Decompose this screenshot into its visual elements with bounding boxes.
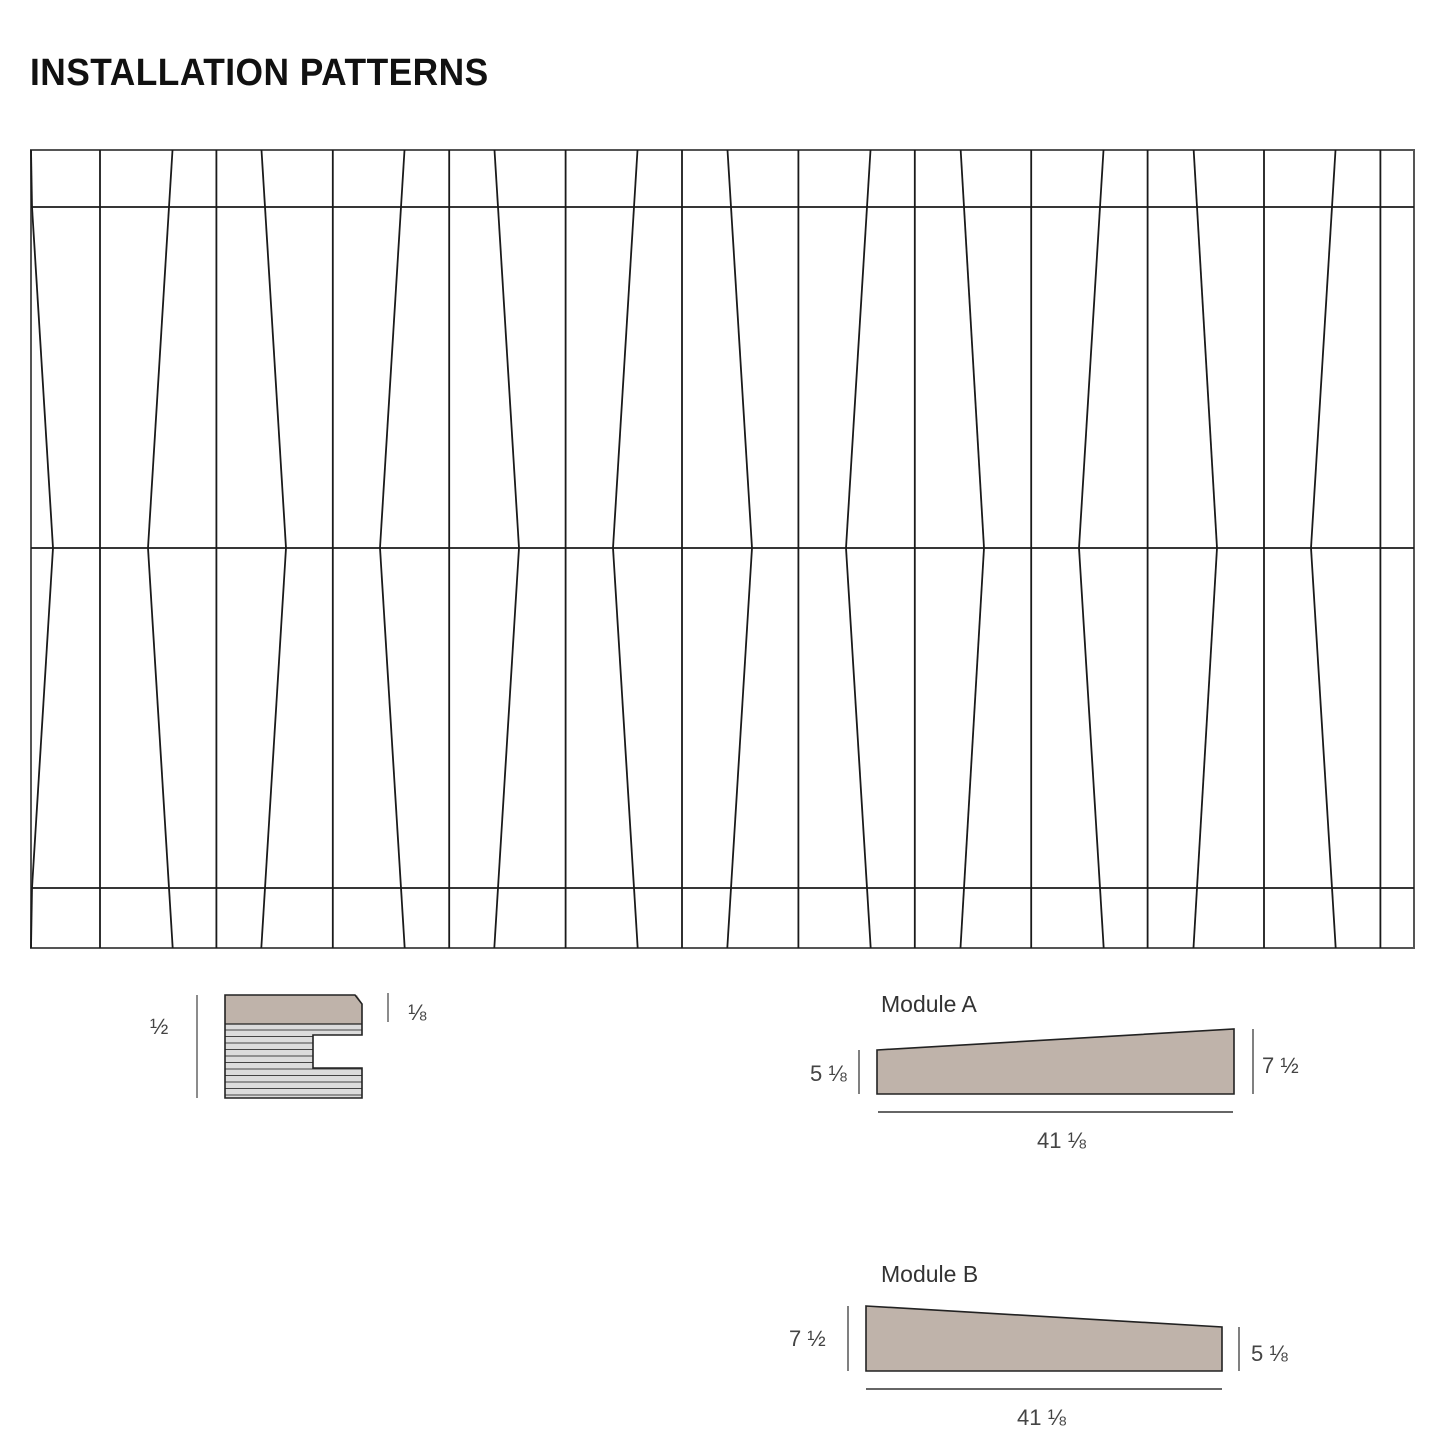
tapered-joint-line [730, 206, 753, 549]
installation-pattern [30, 149, 1415, 949]
module-b-left-height: 7 ½ [789, 1326, 826, 1351]
module-a-length: 41 ⅛ [1037, 1128, 1087, 1153]
tapered-joint-line [31, 547, 54, 889]
pattern-frame [30, 149, 1415, 949]
tapered-joint-line [379, 206, 402, 549]
profile-stripes [225, 1029, 362, 1096]
chamfer-label: ⅛ [408, 1000, 427, 1025]
tapered-joint-line [845, 547, 868, 889]
tapered-joint-line [726, 887, 732, 949]
module-b-length: 41 ⅛ [1017, 1405, 1067, 1430]
tapered-joint-line [168, 887, 174, 949]
tapered-joint-line [400, 149, 406, 208]
tapered-joint-line [1192, 887, 1198, 949]
tapered-joint-line [1331, 887, 1337, 949]
tapered-joint-line [493, 887, 499, 949]
tapered-joint-line [612, 547, 635, 889]
tapered-joint-line [1310, 206, 1333, 549]
profile-veneer [225, 995, 362, 1024]
tapered-joint-line [726, 149, 732, 208]
tapered-joint-line [30, 149, 33, 208]
page-title: INSTALLATION PATTERNS [30, 52, 489, 94]
tapered-joint-line [147, 547, 170, 889]
module-a-title: Module A [881, 991, 978, 1017]
module-b-title: Module B [881, 1261, 978, 1287]
tapered-joint-line [264, 547, 287, 889]
tapered-joint-line [866, 887, 872, 949]
module-b-right-height: 5 ⅛ [1251, 1341, 1288, 1366]
tapered-joint-line [963, 547, 985, 889]
tapered-joint-line [31, 206, 54, 549]
tapered-joint-line [1331, 149, 1337, 208]
tapered-joint-line [866, 149, 872, 208]
tapered-joint-line [730, 547, 753, 889]
tapered-joint-line [959, 887, 965, 949]
tapered-joint-line [1078, 547, 1101, 889]
profile-outline [224, 994, 363, 1099]
tapered-joint-line [379, 547, 402, 889]
tapered-joint-line [497, 547, 520, 889]
tapered-joint-line [1078, 206, 1101, 549]
tapered-joint-line [260, 149, 266, 208]
tapered-joint-line [147, 206, 170, 549]
module-b: Module B 7 ½ 5 ⅛ 41 ⅛ [789, 1261, 1288, 1430]
tapered-joint-line [845, 206, 868, 549]
tapered-joint-line [963, 206, 985, 549]
tapered-joint-line [168, 149, 174, 208]
tapered-joint-line [633, 887, 639, 949]
tapered-joint-line [1196, 206, 1218, 549]
profile-section: ½ ⅛ [150, 993, 427, 1099]
tapered-joint-line [612, 206, 635, 549]
tapered-joint-line [400, 887, 406, 949]
tapered-joint-line [1099, 887, 1105, 949]
tapered-joint-line [633, 149, 639, 208]
tapered-joint-line [1192, 149, 1198, 208]
tapered-joint-line [1310, 547, 1333, 889]
tapered-joint-line [1099, 149, 1105, 208]
tapered-joint-line [260, 887, 266, 949]
module-a-shape [876, 1028, 1235, 1095]
tapered-joint-line [30, 887, 33, 949]
tapered-joint-line [264, 206, 287, 549]
module-a-left-height: 5 ⅛ [810, 1061, 847, 1086]
tapered-joint-line [1196, 547, 1218, 889]
tapered-joint-line [497, 206, 520, 549]
tapered-joint-line [493, 149, 499, 208]
module-a-right-height: 7 ½ [1262, 1053, 1299, 1078]
thickness-label: ½ [150, 1014, 168, 1039]
module-a: Module A 5 ⅛ 7 ½ 41 ⅛ [810, 991, 1299, 1153]
tapered-joint-line [959, 149, 965, 208]
module-b-shape [865, 1305, 1223, 1372]
